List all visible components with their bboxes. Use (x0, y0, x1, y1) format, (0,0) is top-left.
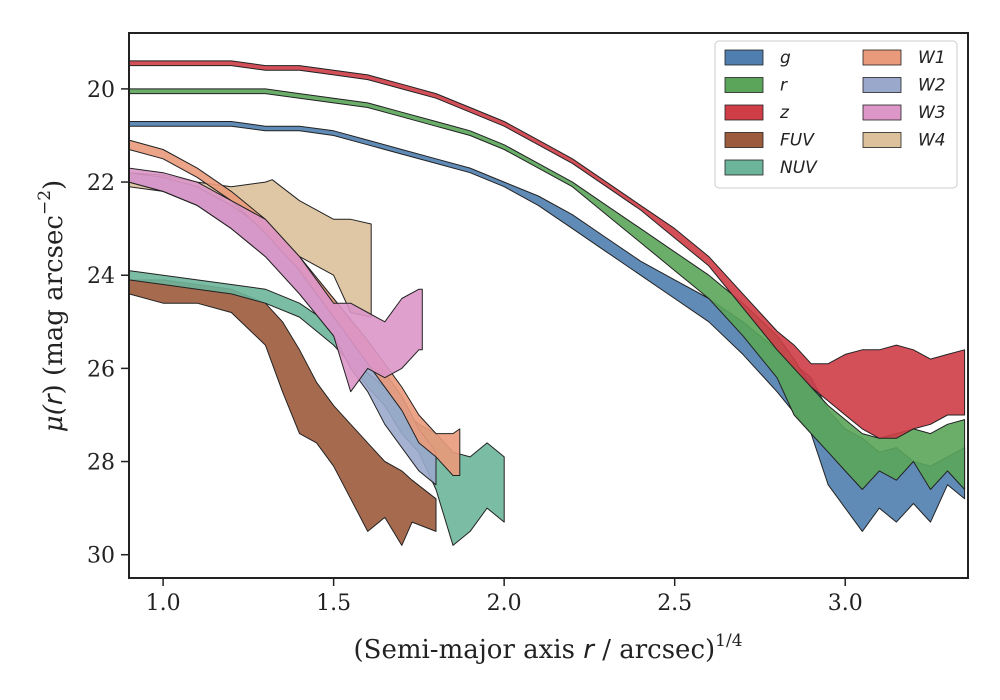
y-axis-title-close: ) (39, 180, 69, 190)
y-axis-title-main: μ( (39, 404, 69, 432)
x-axis-ticks: 1.0 1.5 2.0 2.5 3.0 (146, 578, 863, 616)
x-tick-label: 2.0 (487, 591, 522, 616)
x-axis-title-sup: 1/4 (715, 631, 742, 651)
profile-bands (128, 60, 966, 546)
y-tick-label: 28 (87, 451, 115, 476)
band-g-6 (128, 121, 966, 532)
x-tick-label: 1.0 (146, 591, 181, 616)
legend-swatch-w1-5 (862, 49, 902, 66)
legend-label-z-2: z (779, 103, 790, 123)
y-axis-title-var: r (39, 392, 69, 405)
x-tick-label: 3.0 (828, 591, 863, 616)
x-axis-title-main: (Semi-major axis (353, 635, 583, 665)
x-axis-title-unit: / arcsec) (594, 635, 715, 665)
legend-label-fuv-3: FUV (780, 131, 815, 151)
band-r-7 (128, 88, 966, 490)
y-tick-label: 22 (87, 171, 115, 196)
x-tick-label: 1.5 (316, 591, 351, 616)
band-z-8 (128, 60, 966, 439)
plot-frame (128, 32, 969, 579)
legend-items: grz FUV NUV W1 W2 W3 W4 (724, 48, 946, 178)
y-axis-title-sup: −2 (35, 190, 55, 215)
legend-label-w4-8: W4 (918, 131, 946, 151)
y-axis-title: μ(r) (mag arcsec−2) (35, 180, 69, 432)
legend-label-nuv-4: NUV (780, 158, 818, 178)
band-w3-5 (128, 167, 423, 393)
x-axis-title: (Semi-major axis r / arcsec)1/4 (353, 631, 742, 665)
legend-swatch-w3-7 (862, 104, 902, 121)
y-axis-ticks: 20 22 24 26 28 30 (87, 78, 129, 569)
legend-swatch-w4-8 (862, 132, 902, 148)
y-tick-label: 26 (87, 357, 115, 382)
legend-label-w3-7: W3 (918, 103, 946, 123)
legend-label-g-0: g (780, 48, 791, 68)
legend: grz FUV NUV W1 W2 W3 W4 (714, 40, 958, 189)
band-fuv-1 (128, 279, 437, 546)
legend-label-w2-6: W2 (918, 76, 946, 96)
legend-label-w1-5: W1 (918, 48, 946, 68)
legend-swatch-nuv-4 (724, 159, 764, 176)
legend-swatch-w2-6 (862, 77, 902, 93)
y-tick-label: 20 (87, 78, 115, 103)
x-tick-label: 2.5 (657, 591, 692, 616)
legend-swatch-z-2 (724, 104, 764, 121)
legend-swatch-g-0 (724, 49, 764, 66)
y-axis-title-unit: ) (mag arcsec (39, 215, 69, 394)
legend-swatch-r-1 (724, 77, 764, 93)
legend-swatch-fuv-3 (724, 132, 764, 148)
legend-label-r-1: r (780, 76, 788, 96)
x-axis-title-var: r (583, 635, 596, 665)
y-tick-label: 24 (87, 264, 115, 289)
y-tick-label: 30 (87, 544, 115, 569)
